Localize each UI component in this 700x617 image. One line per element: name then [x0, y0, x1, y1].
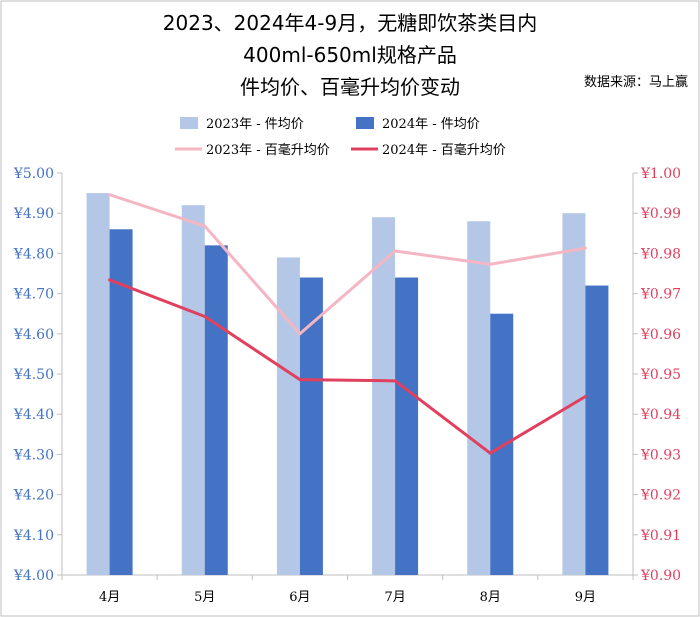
line-2024-per100ml: [109, 278, 587, 455]
left-tick-label: ¥4.30: [13, 447, 54, 463]
line-point: [298, 378, 302, 382]
line-point: [583, 395, 587, 399]
bar-2023: [562, 213, 586, 575]
bar-2024: [109, 229, 133, 575]
left-tick-label: ¥4.90: [13, 206, 54, 222]
line-point: [203, 315, 207, 319]
left-tick-label: ¥4.40: [13, 407, 54, 423]
bar-2024: [204, 245, 228, 576]
line-point: [298, 332, 302, 336]
line-point: [108, 278, 112, 282]
right-tick-label: ¥1.00: [640, 166, 681, 182]
x-tick-label: 6月: [289, 590, 310, 605]
line-point: [488, 451, 492, 455]
chart-title-line: 件均价、百毫升均价变动: [240, 75, 460, 99]
legend-swatch: [180, 117, 198, 129]
right-tick-label: ¥0.91: [640, 528, 681, 544]
legend-swatch: [356, 117, 374, 129]
x-tick-label: 4月: [99, 590, 120, 605]
left-tick-label: ¥4.00: [13, 568, 54, 584]
right-tick-label: ¥0.96: [640, 327, 681, 343]
chart-title-line: 2023、2024年4-9月，无糖即饮茶类目内: [163, 11, 537, 35]
legend-label: 2024年 - 百毫升均价: [382, 142, 506, 158]
right-tick-label: ¥0.90: [640, 568, 681, 584]
line-point: [583, 246, 587, 250]
left-tick-label: ¥5.00: [13, 166, 54, 182]
line-point: [488, 262, 492, 266]
line-2023-per100ml: [109, 193, 586, 336]
left-tick-label: ¥4.80: [13, 246, 54, 262]
legend-label: 2023年 - 件均价: [206, 117, 304, 132]
right-tick-label: ¥0.99: [640, 206, 681, 222]
right-tick-label: ¥0.95: [640, 367, 681, 383]
left-tick-label: ¥4.10: [13, 528, 54, 544]
bar-2023: [276, 257, 300, 575]
line-point: [108, 193, 112, 197]
chart-title-line: 400ml-650ml规格产品: [243, 43, 457, 67]
x-tick-label: 7月: [384, 590, 405, 605]
bar-2024: [299, 277, 323, 575]
legend-label: 2023年 - 百毫升均价: [206, 142, 330, 158]
bar-2024: [490, 313, 514, 575]
bar-2023: [372, 217, 396, 575]
right-tick-label: ¥0.94: [640, 407, 681, 423]
right-tick-label: ¥0.97: [640, 287, 681, 303]
line-point: [393, 249, 397, 253]
bar-2024: [585, 285, 609, 575]
right-tick-label: ¥0.98: [640, 246, 681, 262]
left-tick-label: ¥4.20: [13, 488, 54, 504]
legend-label: 2024年 - 件均价: [382, 117, 480, 132]
bar-2023: [86, 193, 110, 575]
line-point: [393, 379, 397, 383]
source-note: 数据来源：马上赢: [584, 74, 688, 90]
x-tick-label: 8月: [480, 590, 501, 605]
left-tick-label: ¥4.70: [13, 287, 54, 303]
right-tick-label: ¥0.92: [640, 488, 681, 504]
bar-2023: [467, 221, 491, 576]
x-tick-label: 5月: [194, 590, 215, 605]
left-tick-label: ¥4.50: [13, 367, 54, 383]
bar-2023: [181, 205, 205, 575]
bar-2024: [395, 277, 419, 575]
line-point: [203, 224, 207, 228]
right-tick-label: ¥0.93: [640, 447, 681, 463]
x-tick-label: 9月: [575, 590, 596, 605]
left-tick-label: ¥4.60: [13, 327, 54, 343]
